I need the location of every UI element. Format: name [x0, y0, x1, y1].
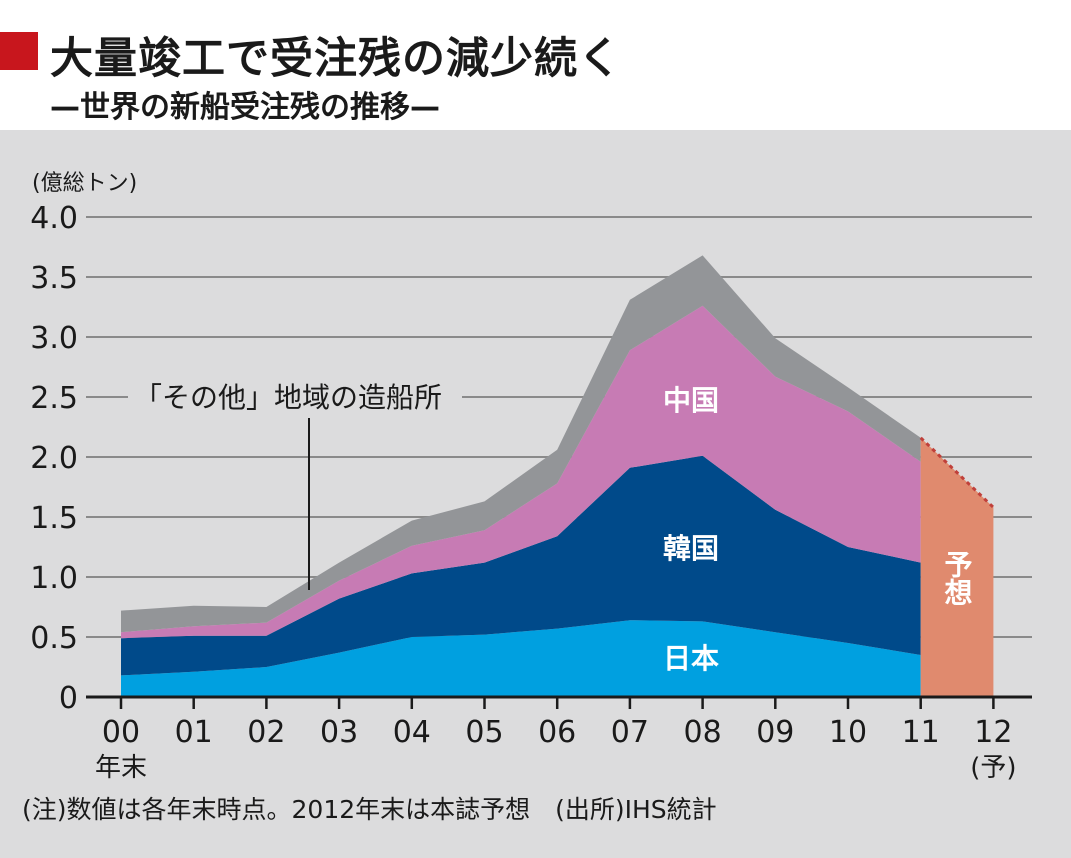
label-japan: 日本 [663, 642, 719, 675]
annotation-other-bg [128, 378, 462, 418]
y-tick-label: 2.5 [30, 381, 78, 416]
y-tick-label: 2.0 [30, 441, 78, 476]
footnote-source: (注)数値は各年末時点。2012年末は本誌予想 (出所)IHS統計 [22, 795, 717, 824]
y-tick-label: 1.5 [30, 501, 78, 536]
area-forecast [920, 437, 994, 697]
x-tick-label: 10 [829, 715, 867, 750]
label-china: 中国 [663, 384, 719, 417]
y-tick-label: 0 [59, 681, 78, 716]
x-tick-label: 03 [320, 715, 358, 750]
label-forecast: 予想 [941, 550, 974, 606]
forecast-dashed-line [919, 436, 995, 509]
area-japan [121, 620, 921, 697]
y-axis-label: (億総トン) [32, 171, 137, 196]
x-tick-label: 04 [393, 715, 431, 750]
y-tick-label: 3.5 [30, 261, 78, 296]
x-tick-label: 12 [974, 715, 1012, 750]
label-korea: 韓国 [663, 532, 719, 565]
x-tick-label: 02 [247, 715, 285, 750]
area-china [121, 305, 921, 639]
x-tick-label: 08 [684, 715, 722, 750]
y-tick-label: 0.5 [30, 621, 78, 656]
x-tick-label: 05 [465, 715, 503, 750]
y-tick-label: 1.0 [30, 561, 78, 596]
label-other: 「その他」地域の造船所 [134, 381, 442, 414]
title-red-marker [0, 32, 38, 70]
x-tick-label: 06 [538, 715, 576, 750]
x-tick-label: 01 [175, 715, 213, 750]
x-sublabel-forecast: (予) [970, 753, 1016, 783]
x-sublabel-year-end: 年末 [95, 753, 147, 783]
chart-subtitle: —世界の新船受注残の推移— [50, 90, 440, 125]
x-tick-label: 00 [102, 715, 140, 750]
x-tick-label: 09 [756, 715, 794, 750]
chart-title: 大量竣工で受注残の減少続く [50, 34, 622, 84]
y-tick-label: 3.0 [30, 321, 78, 356]
y-tick-label: 4.0 [30, 201, 78, 236]
x-tick-label: 07 [611, 715, 649, 750]
area-korea [121, 455, 921, 676]
x-tick-label: 11 [902, 715, 940, 750]
